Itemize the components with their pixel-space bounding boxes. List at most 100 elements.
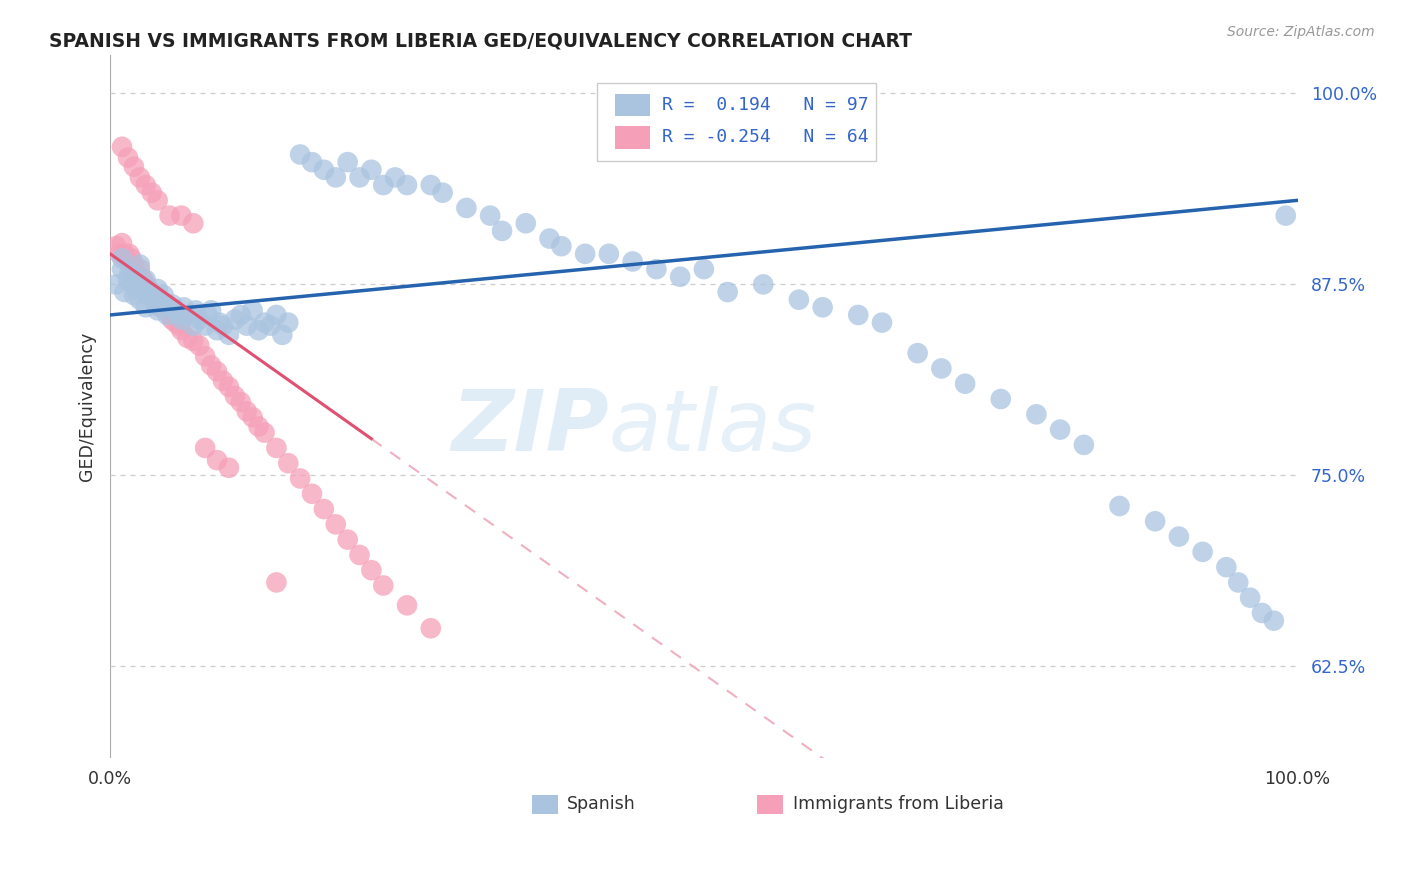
- Point: [288, 147, 311, 161]
- Point: [200, 359, 222, 373]
- Point: [336, 533, 359, 547]
- Point: [194, 318, 217, 333]
- Point: [336, 155, 359, 169]
- Point: [111, 252, 134, 266]
- Point: [301, 155, 323, 169]
- Point: [173, 301, 195, 315]
- Point: [266, 441, 288, 455]
- Point: [1049, 423, 1071, 437]
- Point: [419, 178, 441, 192]
- Point: [218, 460, 240, 475]
- Point: [122, 269, 145, 284]
- Point: [1167, 530, 1189, 544]
- Point: [160, 297, 183, 311]
- Point: [787, 293, 810, 307]
- Point: [112, 247, 135, 261]
- Point: [132, 277, 155, 292]
- Point: [141, 285, 163, 299]
- Point: [479, 209, 502, 223]
- Point: [188, 312, 211, 326]
- Point: [384, 170, 406, 185]
- Point: [128, 258, 150, 272]
- Point: [125, 267, 148, 281]
- Point: [247, 323, 270, 337]
- Point: [156, 303, 179, 318]
- Point: [360, 162, 382, 177]
- Point: [159, 209, 181, 223]
- Point: [170, 312, 193, 326]
- Point: [128, 293, 150, 307]
- Point: [373, 578, 395, 592]
- Point: [360, 563, 382, 577]
- Point: [349, 548, 371, 562]
- Point: [224, 389, 246, 403]
- Point: [197, 308, 219, 322]
- Point: [1239, 591, 1261, 605]
- Point: [105, 239, 128, 253]
- Point: [259, 318, 281, 333]
- Point: [277, 316, 299, 330]
- Point: [717, 285, 740, 299]
- Point: [693, 262, 716, 277]
- Point: [146, 282, 169, 296]
- Point: [194, 441, 217, 455]
- Point: [242, 410, 264, 425]
- Text: SPANISH VS IMMIGRANTS FROM LIBERIA GED/EQUIVALENCY CORRELATION CHART: SPANISH VS IMMIGRANTS FROM LIBERIA GED/E…: [49, 31, 912, 50]
- Point: [159, 301, 181, 315]
- Point: [181, 318, 204, 333]
- Point: [146, 297, 169, 311]
- Point: [121, 252, 143, 266]
- Point: [1191, 545, 1213, 559]
- Point: [247, 419, 270, 434]
- Point: [118, 267, 141, 281]
- Point: [141, 186, 163, 200]
- Point: [218, 327, 240, 342]
- Point: [159, 308, 181, 322]
- Point: [156, 308, 179, 322]
- Point: [312, 162, 335, 177]
- Text: R =  0.194   N = 97: R = 0.194 N = 97: [662, 96, 869, 114]
- Point: [621, 254, 644, 268]
- Point: [574, 247, 596, 261]
- Point: [395, 599, 418, 613]
- Point: [1227, 575, 1250, 590]
- Point: [811, 301, 834, 315]
- Text: Immigrants from Liberia: Immigrants from Liberia: [793, 795, 1004, 813]
- Point: [235, 404, 257, 418]
- Point: [136, 288, 159, 302]
- Point: [111, 140, 134, 154]
- Point: [167, 308, 190, 322]
- Point: [188, 338, 211, 352]
- Point: [205, 323, 228, 337]
- Point: [136, 282, 159, 296]
- Point: [325, 517, 347, 532]
- FancyBboxPatch shape: [758, 795, 783, 814]
- Point: [1251, 606, 1274, 620]
- Point: [229, 308, 252, 322]
- Point: [118, 247, 141, 261]
- Point: [105, 277, 128, 292]
- Point: [149, 301, 172, 315]
- FancyBboxPatch shape: [614, 94, 651, 116]
- Point: [117, 151, 139, 165]
- Point: [598, 247, 620, 261]
- Point: [117, 273, 139, 287]
- Point: [176, 308, 198, 322]
- Text: R = -0.254   N = 64: R = -0.254 N = 64: [662, 128, 869, 146]
- Point: [135, 277, 157, 292]
- Point: [907, 346, 929, 360]
- Point: [132, 273, 155, 287]
- Point: [212, 374, 235, 388]
- Point: [143, 297, 166, 311]
- Point: [121, 276, 143, 290]
- Point: [212, 318, 235, 333]
- Point: [266, 575, 288, 590]
- Point: [170, 209, 193, 223]
- Point: [253, 316, 276, 330]
- Point: [181, 216, 204, 230]
- Point: [266, 308, 288, 322]
- Point: [135, 301, 157, 315]
- Text: ZIP: ZIP: [451, 386, 609, 469]
- Point: [152, 297, 174, 311]
- Point: [146, 303, 169, 318]
